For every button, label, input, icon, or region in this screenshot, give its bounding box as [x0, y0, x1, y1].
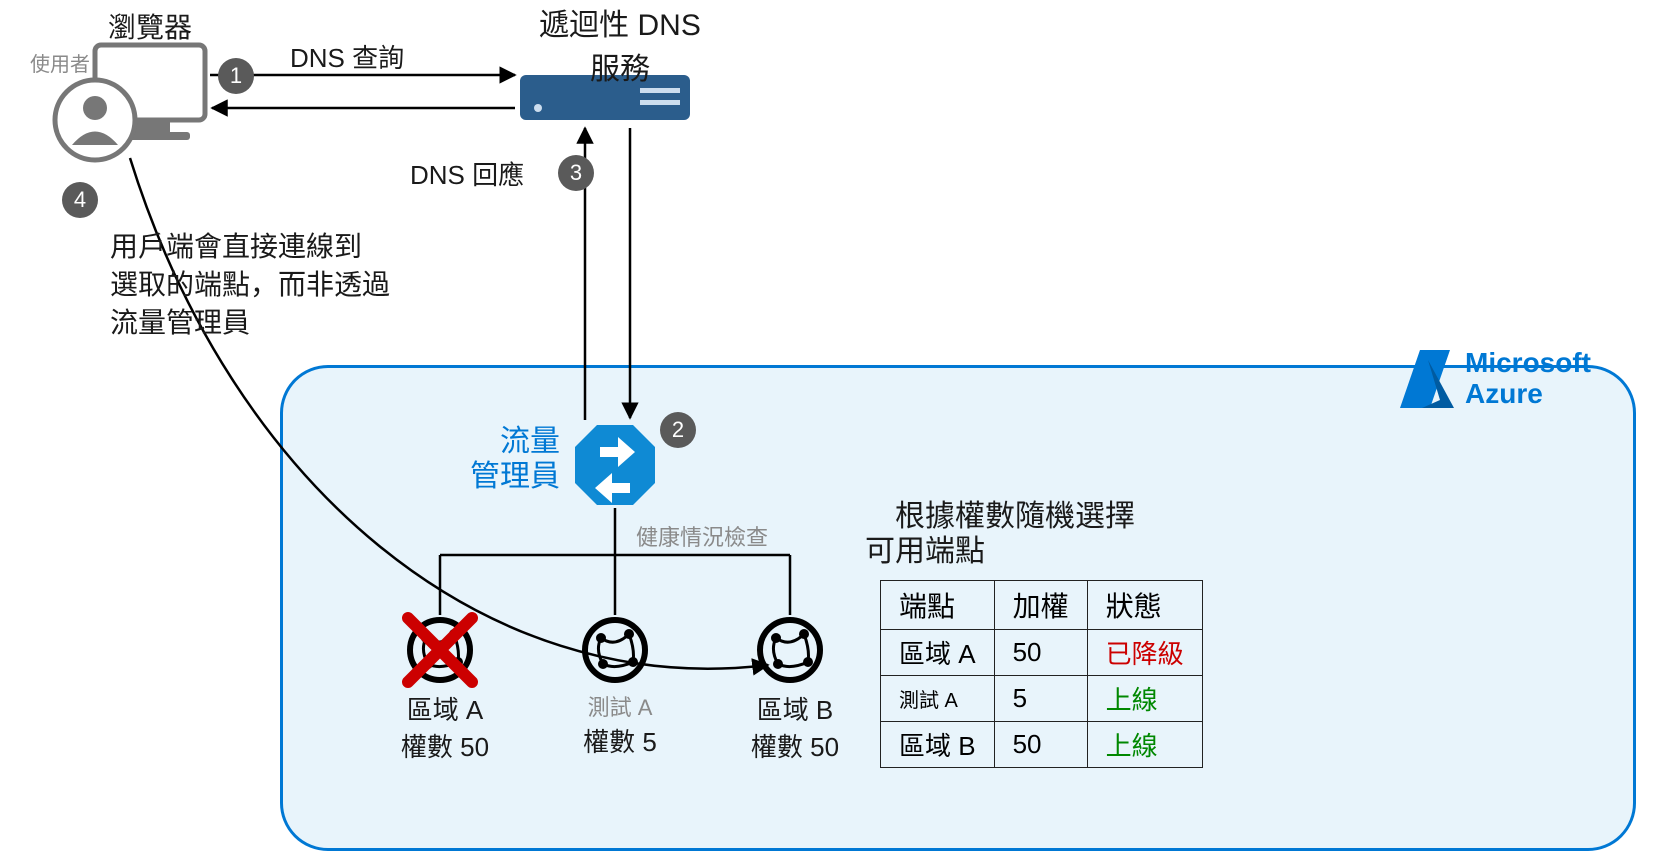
endpoint-t-l2: 權數 5: [565, 722, 675, 759]
table-row: 區域 A50已降級: [881, 630, 1203, 676]
client-direct-l2: 選取的端點，而非透過: [110, 266, 390, 304]
table-title-l2: 可用端點: [865, 535, 1135, 570]
browser-label: 瀏覽器: [108, 6, 192, 46]
cell-weight: 50: [994, 722, 1087, 768]
endpoint-t-l1: 測試 A: [565, 690, 675, 722]
browser-icon: [95, 45, 205, 140]
dns-query-label: DNS 查詢: [290, 38, 404, 75]
endpoint-b-l1: 區域 B: [740, 690, 850, 727]
table-body: 區域 A50已降級測試 A5上線區域 B50上線: [881, 630, 1203, 768]
cell-status: 上線: [1087, 722, 1202, 768]
table-row: 區域 B50上線: [881, 722, 1203, 768]
cell-endpoint: 測試 A: [881, 676, 995, 722]
cell-weight: 5: [994, 676, 1087, 722]
recursive-dns-l2: 服務: [530, 44, 710, 88]
recursive-dns-label: 遞迴性 DNS 服務: [530, 0, 710, 88]
endpoint-b-label: 區域 B 權數 50: [740, 690, 850, 764]
step-3-badge: 3: [558, 155, 594, 191]
endpoint-test-label: 測試 A 權數 5: [565, 690, 675, 759]
endpoint-a-l1: 區域 A: [390, 690, 500, 727]
traffic-manager-label: 流量 管理員: [470, 425, 560, 494]
endpoint-a-label: 區域 A 權數 50: [390, 690, 500, 764]
table-title: 根據權數隨機選擇 可用端點: [895, 500, 1135, 569]
cell-endpoint: 區域 A: [881, 630, 995, 676]
endpoint-a-l2: 權數 50: [390, 727, 500, 764]
cell-status: 已降級: [1087, 630, 1202, 676]
step-1-badge: 1: [218, 58, 254, 94]
cell-endpoint: 區域 B: [881, 722, 995, 768]
diagram-canvas: 瀏覽器 使用者 DNS 查詢 遞迴性 DNS 服務 DNS 回應 用戶端會直接連…: [0, 0, 1655, 867]
client-direct-l3: 流量管理員: [110, 304, 390, 342]
client-direct-text: 用戶端會直接連線到 選取的端點，而非透過 流量管理員: [110, 228, 390, 341]
col-status: 狀態: [1087, 581, 1202, 630]
cell-weight: 50: [994, 630, 1087, 676]
step-4-badge: 4: [62, 182, 98, 218]
traffic-l2: 管理員: [470, 460, 560, 495]
health-check-label: 健康情況檢查: [636, 520, 768, 552]
cell-status: 上線: [1087, 676, 1202, 722]
col-endpoint: 端點: [881, 581, 995, 630]
table-title-l1: 根據權數隨機選擇: [895, 500, 1135, 535]
step-2-badge: 2: [660, 412, 696, 448]
traffic-l1: 流量: [470, 425, 560, 460]
brand-l1: Microsoft: [1465, 348, 1591, 379]
user-icon: [55, 80, 135, 160]
recursive-dns-l1: 遞迴性 DNS: [530, 0, 710, 44]
endpoint-table: 端點 加權 狀態 區域 A50已降級測試 A5上線區域 B50上線: [880, 580, 1203, 768]
brand-label: Microsoft Azure: [1465, 348, 1591, 410]
dns-response-label: DNS 回應: [410, 155, 524, 192]
table-row: 測試 A5上線: [881, 676, 1203, 722]
brand-l2: Azure: [1465, 379, 1591, 410]
col-weight: 加權: [994, 581, 1087, 630]
endpoint-b-l2: 權數 50: [740, 727, 850, 764]
table-header-row: 端點 加權 狀態: [881, 581, 1203, 630]
user-label: 使用者: [30, 48, 90, 77]
client-direct-l1: 用戶端會直接連線到: [110, 228, 390, 266]
